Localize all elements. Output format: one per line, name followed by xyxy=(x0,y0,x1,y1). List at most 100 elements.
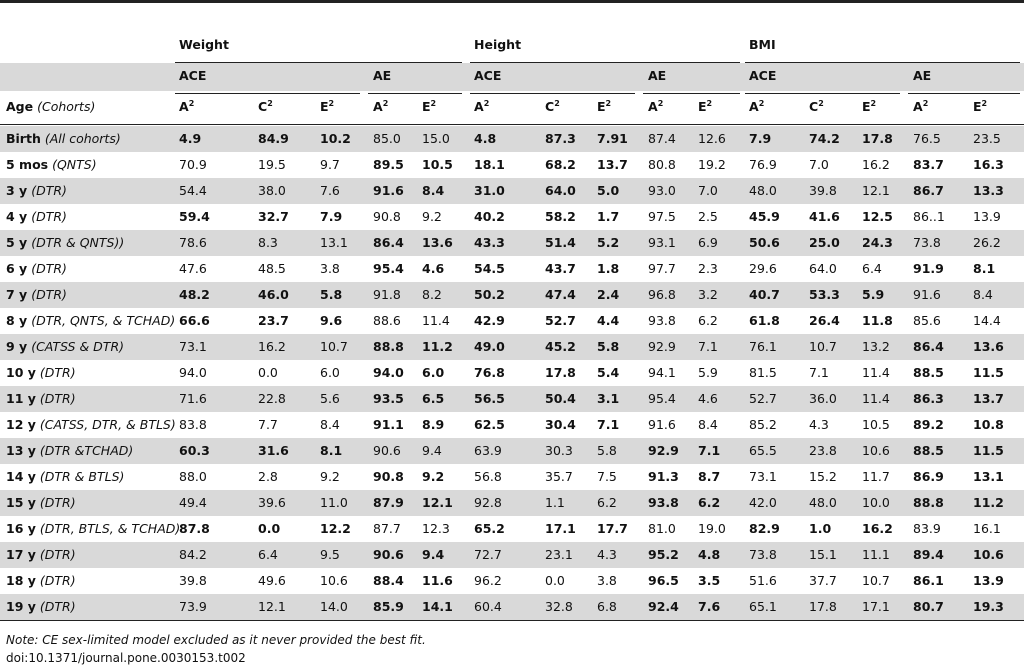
cell: 11.2 xyxy=(422,339,453,354)
param-sup: 2 xyxy=(870,98,877,108)
cell: 4.6 xyxy=(698,391,718,406)
cell: 9.2 xyxy=(320,469,340,484)
age: 11 y xyxy=(6,391,36,406)
cell: 68.2 xyxy=(545,157,576,172)
cohort: (DTR) xyxy=(31,287,67,302)
cell: 91.6 xyxy=(913,287,941,302)
cell: 15.0 xyxy=(422,131,450,146)
cell: 10.5 xyxy=(862,417,890,432)
cell: 85.9 xyxy=(373,599,404,614)
cell: 94.0 xyxy=(373,365,404,380)
cell: 30.4 xyxy=(545,417,576,432)
cell: 82.9 xyxy=(749,521,780,536)
cell: 26.4 xyxy=(809,313,840,328)
cell: 13.7 xyxy=(597,157,628,172)
age: 16 y xyxy=(6,521,36,536)
cell: 17.8 xyxy=(545,365,576,380)
param-letter: E xyxy=(597,99,606,114)
cell: 24.3 xyxy=(862,235,893,250)
cell: 30.3 xyxy=(545,443,573,458)
cell: 2.3 xyxy=(698,261,718,276)
cell: 45.2 xyxy=(545,339,576,354)
cell: 9.2 xyxy=(422,469,445,484)
cell: 8.1 xyxy=(320,443,343,458)
cell: 65.5 xyxy=(749,443,777,458)
cell: 6.4 xyxy=(258,547,278,562)
cell: 51.6 xyxy=(749,573,777,588)
cell: 6.4 xyxy=(862,261,882,276)
age-label: 5 mos (QNTS) xyxy=(6,157,97,173)
cell: 2.8 xyxy=(258,469,278,484)
cell: 23.8 xyxy=(809,443,837,458)
cell: 7.6 xyxy=(320,183,340,198)
cell: 12.1 xyxy=(422,495,453,510)
cell: 23.1 xyxy=(545,547,573,562)
param-letter: A xyxy=(648,99,658,114)
cell: 37.7 xyxy=(809,573,837,588)
cell: 95.2 xyxy=(648,547,679,562)
cell: 86.4 xyxy=(373,235,404,250)
cell: 92.9 xyxy=(648,339,676,354)
cohort: (CATSS, DTR, & BTLS) xyxy=(39,417,176,432)
cell: 7.9 xyxy=(749,131,772,146)
row-shade xyxy=(0,126,1024,152)
param-label: E2 xyxy=(862,99,876,115)
param-sup: 2 xyxy=(430,98,437,108)
cell: 13.2 xyxy=(862,339,890,354)
param-label: C2 xyxy=(258,99,273,115)
cell: 81.0 xyxy=(648,521,676,536)
cell: 50.4 xyxy=(545,391,576,406)
cell: 8.7 xyxy=(698,469,721,484)
cell: 81.5 xyxy=(749,365,777,380)
age: 7 y xyxy=(6,287,28,302)
param-sup: 2 xyxy=(267,98,273,108)
cell: 88.6 xyxy=(373,313,401,328)
cell: 65.2 xyxy=(474,521,505,536)
age-label: 19 y (DTR) xyxy=(6,599,76,615)
cell: 64.0 xyxy=(809,261,837,276)
header-shade xyxy=(0,63,1024,91)
cell: 5.6 xyxy=(320,391,340,406)
cell: 64.0 xyxy=(545,183,576,198)
cohort: (DTR) xyxy=(31,209,67,224)
age-header-note: (Cohorts) xyxy=(37,99,96,114)
cell: 43.3 xyxy=(474,235,505,250)
cell: 6.0 xyxy=(320,365,340,380)
cell: 9.4 xyxy=(422,443,442,458)
param-label: C2 xyxy=(809,99,824,115)
model-rule xyxy=(470,93,635,94)
row-shade xyxy=(0,386,1024,412)
cell: 19.2 xyxy=(698,157,726,172)
row-shade xyxy=(0,282,1024,308)
cell: 87.7 xyxy=(373,521,401,536)
param-label: A2 xyxy=(474,99,489,115)
cell: 49.4 xyxy=(179,495,207,510)
cell: 11.5 xyxy=(973,365,1004,380)
model-rule xyxy=(908,93,1020,94)
cell: 70.9 xyxy=(179,157,207,172)
cell: 13.7 xyxy=(973,391,1004,406)
cell: 87.8 xyxy=(179,521,210,536)
cell: 76.5 xyxy=(913,131,941,146)
cell: 46.0 xyxy=(258,287,289,302)
param-letter: C xyxy=(258,99,268,114)
age: 10 y xyxy=(6,365,36,380)
cell: 10.2 xyxy=(320,131,351,146)
cell: 61.8 xyxy=(749,313,780,328)
cell: 66.6 xyxy=(179,313,210,328)
cell: 12.2 xyxy=(320,521,351,536)
cell: 49.0 xyxy=(474,339,505,354)
age: 6 y xyxy=(6,261,28,276)
cell: 11.5 xyxy=(973,443,1004,458)
cell: 96.8 xyxy=(648,287,676,302)
cell: 29.6 xyxy=(749,261,777,276)
cell: 17.8 xyxy=(862,131,893,146)
cell: 42.0 xyxy=(749,495,777,510)
header-rule xyxy=(0,124,1024,125)
cell: 5.8 xyxy=(320,287,343,302)
cell: 0.0 xyxy=(545,573,565,588)
age-label: 9 y (CATSS & DTR) xyxy=(6,339,124,355)
cell: 3.8 xyxy=(597,573,617,588)
age: 9 y xyxy=(6,339,28,354)
cohort: (CATSS & DTR) xyxy=(31,339,125,354)
